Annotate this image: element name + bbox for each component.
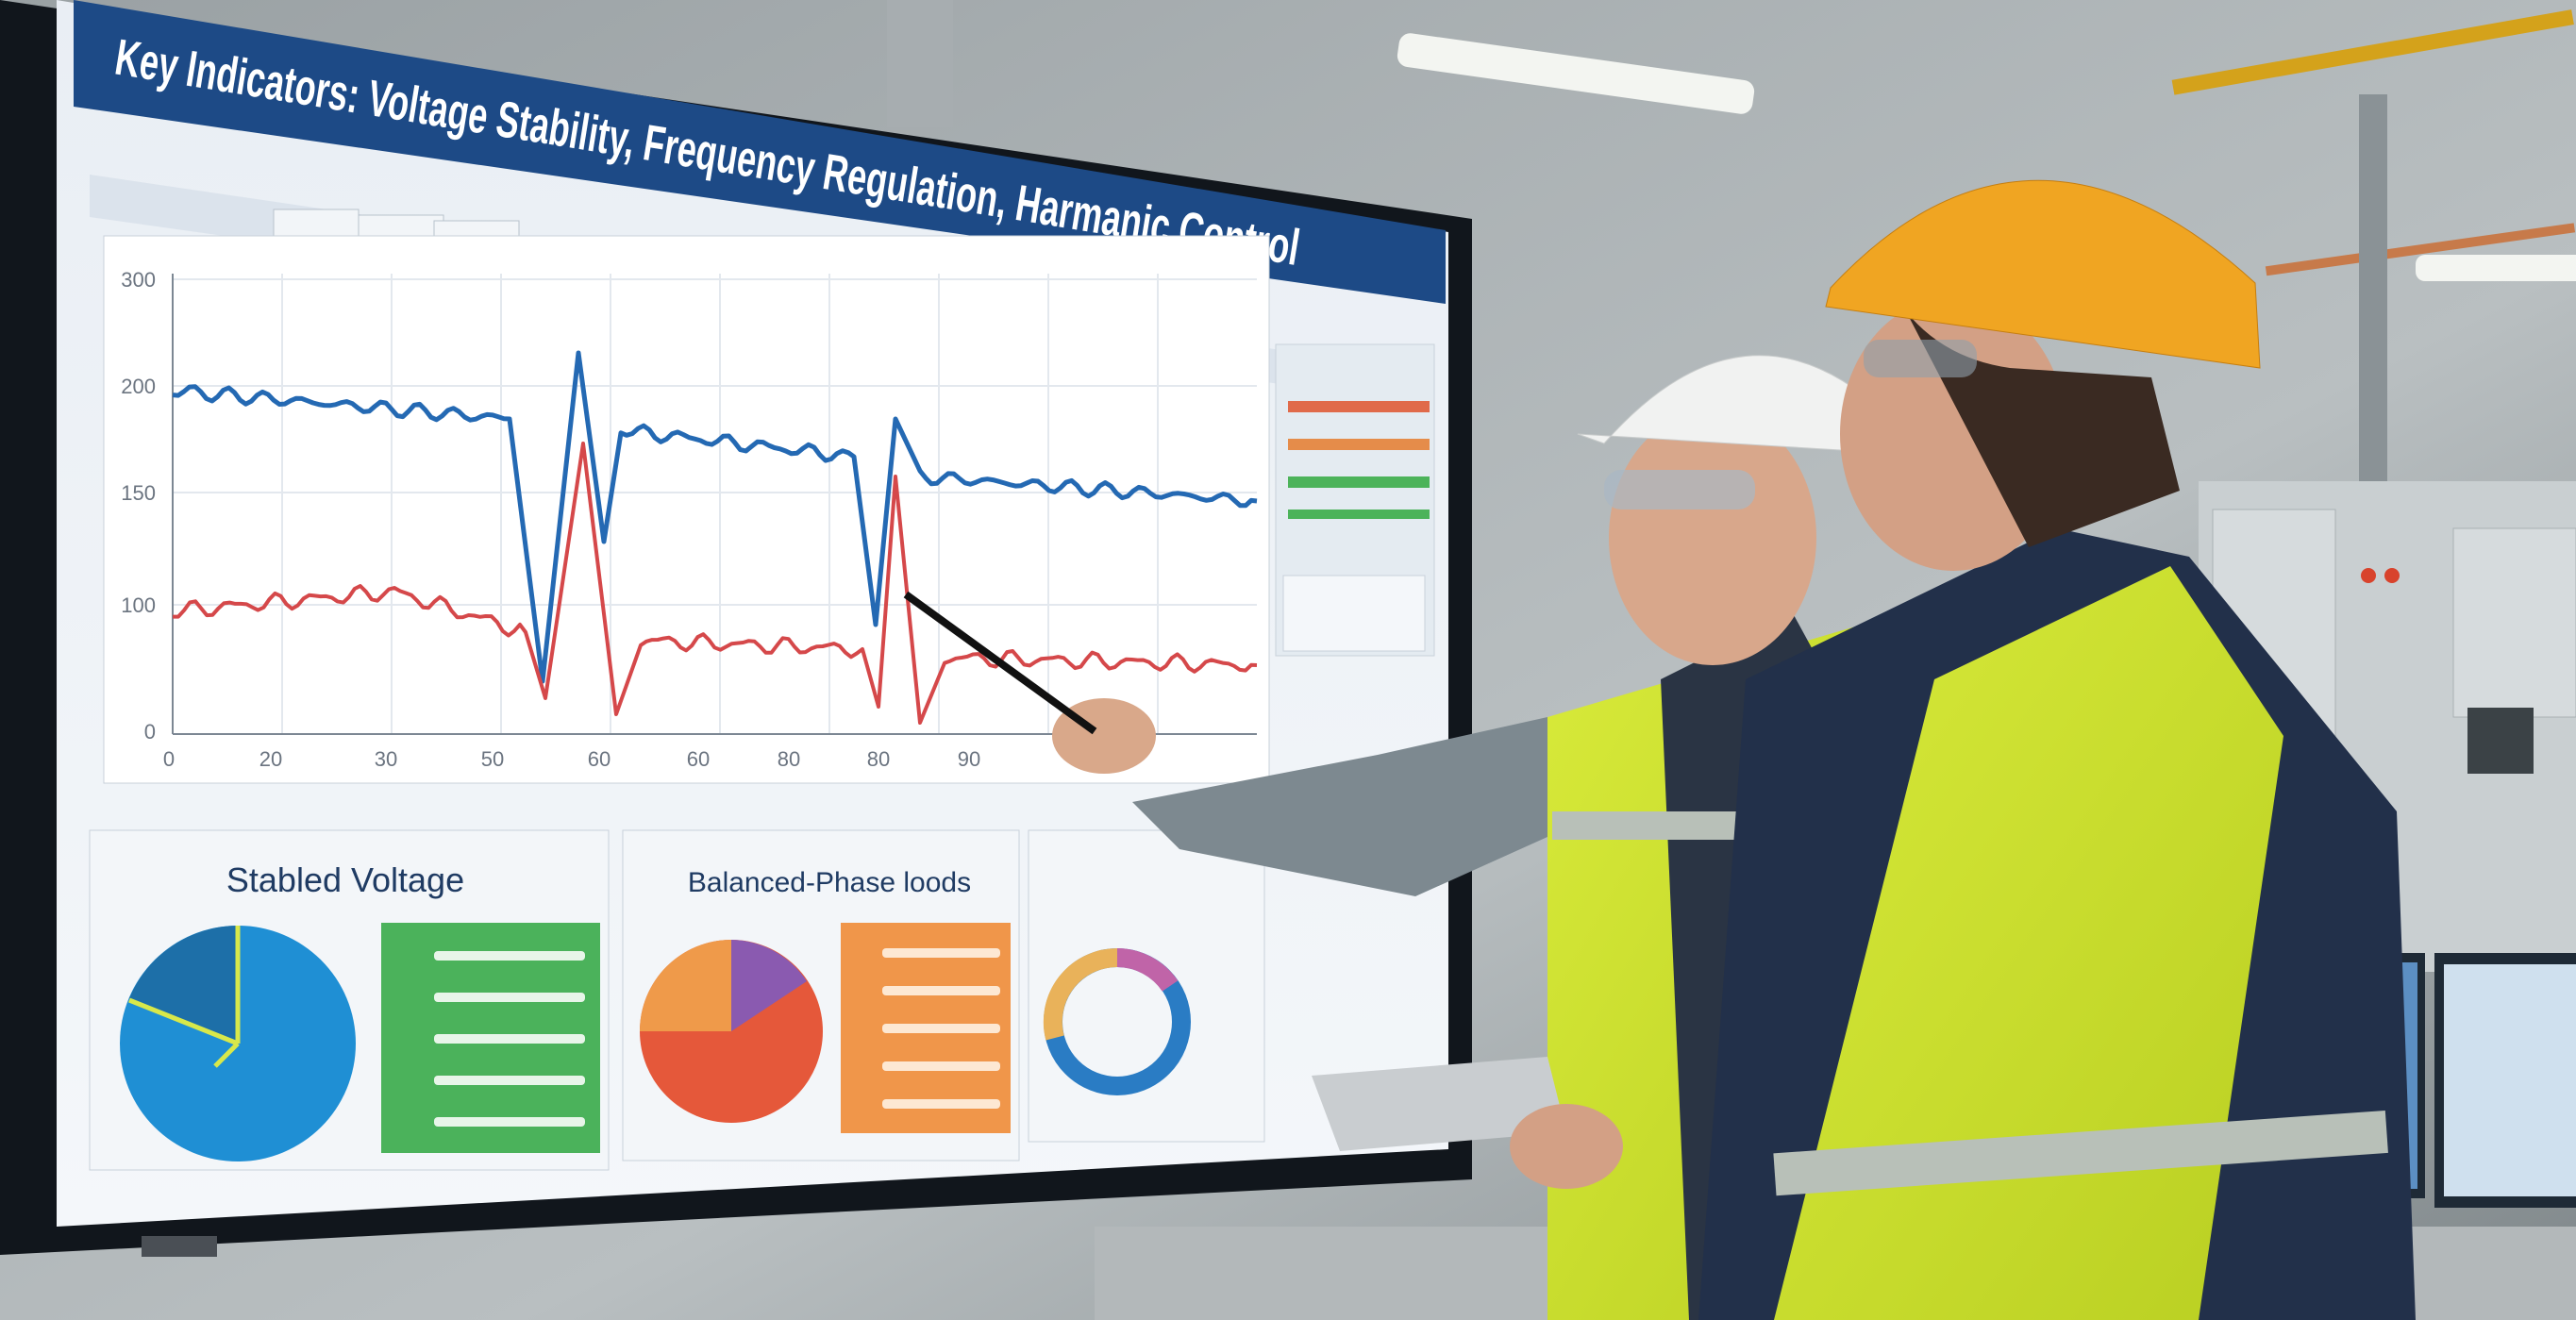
x-axis-labels: 0 20 30 50 60 60 80 80 90: [163, 747, 980, 771]
hand: [1510, 1104, 1623, 1189]
legend-row: [434, 951, 585, 961]
pie-divider: [128, 926, 241, 1068]
legend-row: [882, 1061, 1000, 1071]
x-label: 80: [778, 747, 800, 771]
y-label: 0: [144, 720, 156, 744]
ceiling-light: [2416, 255, 2576, 281]
donut-slice: [1043, 947, 1118, 1041]
y-label: 150: [121, 481, 156, 505]
trace-line: [173, 442, 1258, 725]
x-label: 60: [588, 747, 611, 771]
gauge: [2467, 708, 2534, 774]
chart-panel: [103, 235, 1270, 784]
title-band: [74, 0, 1446, 304]
helmet: [1825, 179, 2261, 369]
indicator-lamp: [2361, 568, 2376, 583]
engineer-right: [1510, 179, 2416, 1320]
panel-title: Stabled Voltage: [226, 861, 464, 899]
safety-glasses: [1864, 340, 1977, 377]
arm: [1132, 717, 1604, 896]
pie-slice: [731, 940, 807, 1031]
legend-row: [882, 948, 1000, 958]
stand: [142, 1236, 217, 1257]
ceiling: [887, 0, 2576, 491]
safety-glasses: [1604, 470, 1755, 510]
status-bar: [1288, 401, 1430, 412]
face: [1609, 410, 1816, 665]
legend-row: [434, 1034, 585, 1044]
reflective-strip: [1773, 1111, 2388, 1196]
column: [2359, 94, 2387, 491]
ceiling-light: [1397, 33, 1755, 114]
y-axis-labels: 300 200 150 100 0: [121, 268, 156, 744]
tablet: [1312, 1057, 1566, 1151]
pie-slice: [129, 926, 238, 1044]
display: Key Indicators: Voltage Stability, Frequ…: [0, 0, 1472, 1257]
x-label: 90: [958, 747, 980, 771]
donut-slice: [1116, 948, 1179, 992]
legend-row: [882, 986, 1000, 995]
monitor-screen: [2444, 964, 2576, 1196]
pie-slice: [640, 940, 731, 1031]
legend-row: [882, 1099, 1000, 1109]
trace-line: [172, 350, 1258, 684]
legend-row: [882, 1024, 1000, 1033]
indicator-lamp: [2384, 568, 2400, 583]
panel-title: Balanced-Phase loods: [688, 867, 971, 898]
y-label: 200: [121, 375, 156, 398]
cabinet-door: [2452, 527, 2576, 718]
x-label: 20: [259, 747, 282, 771]
x-label: 60: [687, 747, 710, 771]
pointer: [903, 591, 1097, 735]
x-label: 0: [163, 747, 175, 771]
legend-rows: [434, 951, 585, 1127]
pipe: [2265, 223, 2576, 276]
x-label: 50: [481, 747, 504, 771]
legend-row: [434, 993, 585, 1002]
x-label: 80: [867, 747, 890, 771]
legend-row: [434, 1076, 585, 1085]
y-label: 300: [121, 268, 156, 292]
pipe: [2171, 9, 2574, 95]
status-bar: [1288, 476, 1430, 488]
x-label: 30: [375, 747, 397, 771]
status-bar: [1288, 439, 1430, 450]
column: [887, 0, 953, 127]
info-box: [1282, 575, 1426, 652]
legend-row: [434, 1117, 585, 1127]
legend-rows: [882, 948, 1000, 1109]
status-bar: [1288, 510, 1430, 519]
y-label: 100: [121, 593, 156, 617]
